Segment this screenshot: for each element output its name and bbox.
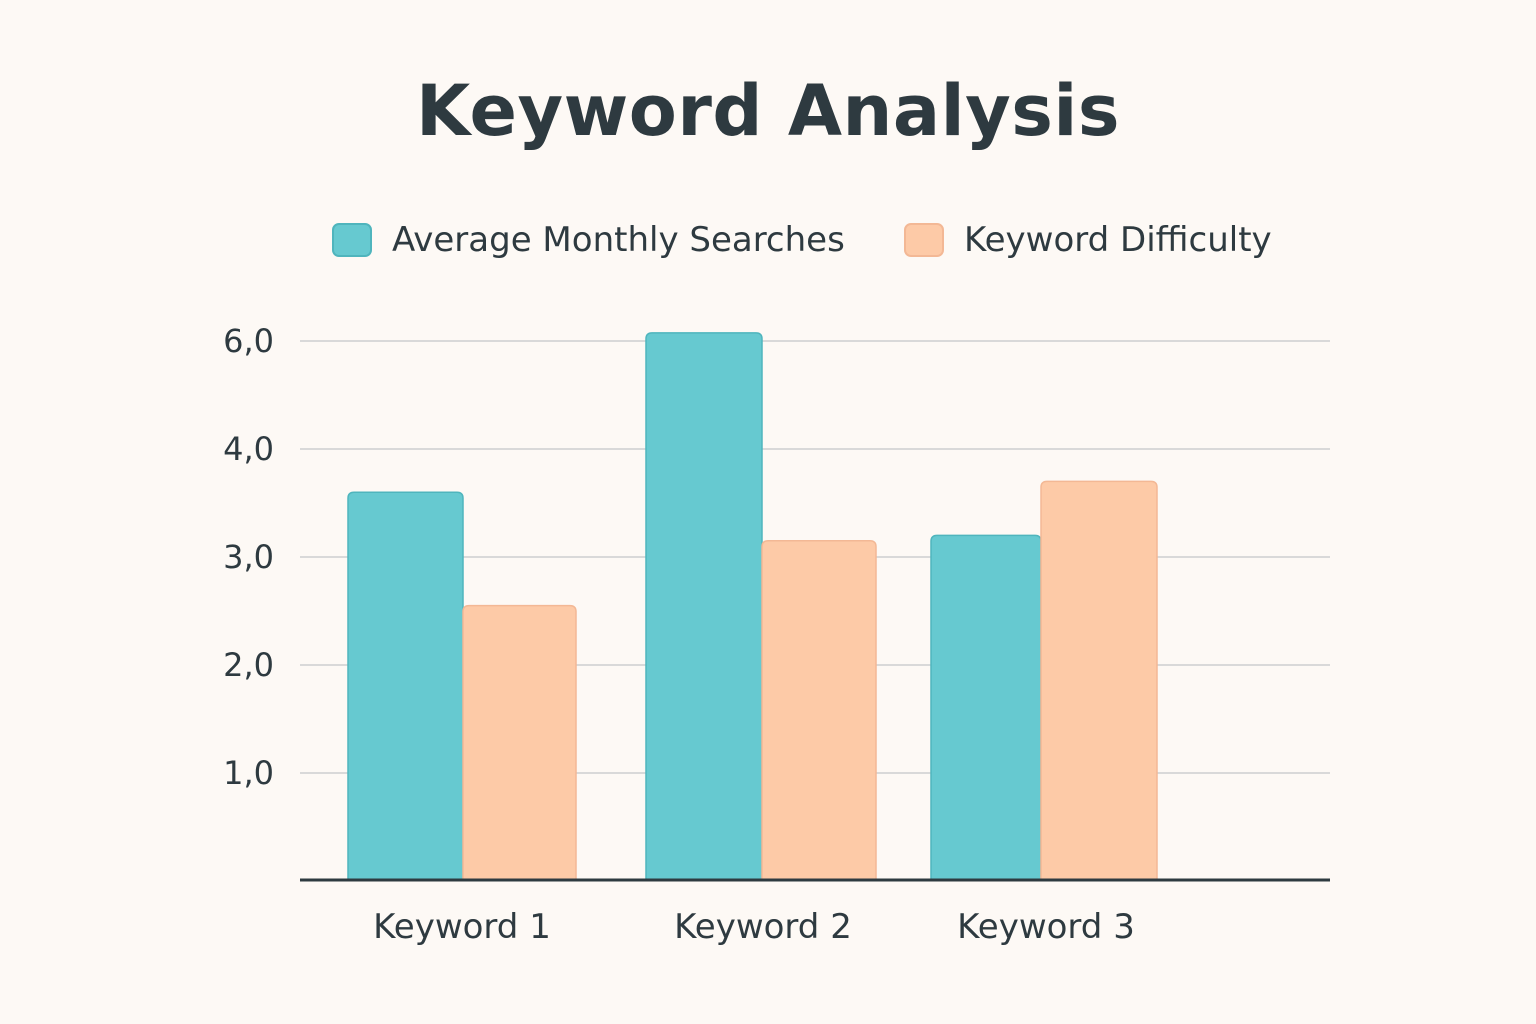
bar-keyword-3-keyword-difficulty [1040, 480, 1158, 881]
y-tick-label-6-0: 6,0 [223, 322, 274, 360]
x-tick-label-keyword-2: Keyword 2 [674, 907, 852, 947]
y-tick-label-4-0: 4,0 [223, 430, 274, 468]
bar-keyword-3-average-monthly-searches [930, 534, 1042, 881]
legend-swatch-average-monthly-searches [332, 223, 372, 257]
legend-item-keyword-difficulty: Keyword Difficulty [904, 218, 1272, 262]
y-tick-label-1-0: 1,0 [223, 754, 274, 792]
legend-label-keyword-difficulty: Keyword Difficulty [964, 220, 1272, 260]
bar-keyword-2-keyword-difficulty [761, 540, 877, 881]
y-axis-ticks: 1,0 2,0 3,0 4,0 6,0 [223, 322, 274, 792]
chart-title: Keyword Analysis [415, 70, 1121, 152]
bars [347, 332, 1158, 881]
bar-keyword-1-average-monthly-searches [347, 491, 464, 881]
y-tick-label-3-0: 3,0 [223, 538, 274, 576]
y-tick-label-2-0: 2,0 [223, 646, 274, 684]
bar-keyword-1-keyword-difficulty [462, 604, 577, 881]
legend-swatch-keyword-difficulty [904, 223, 944, 257]
x-tick-label-keyword-3: Keyword 3 [957, 907, 1135, 947]
legend-item-average-monthly-searches: Average Monthly Searches [332, 218, 845, 262]
bar-keyword-2-average-monthly-searches [645, 332, 763, 881]
x-tick-label-keyword-1: Keyword 1 [373, 907, 551, 947]
legend-label-average-monthly-searches: Average Monthly Searches [392, 220, 845, 260]
legend: Average Monthly Searches Keyword Difficu… [0, 218, 1536, 262]
x-axis-labels: Keyword 1 Keyword 2 Keyword 3 [373, 907, 1135, 947]
